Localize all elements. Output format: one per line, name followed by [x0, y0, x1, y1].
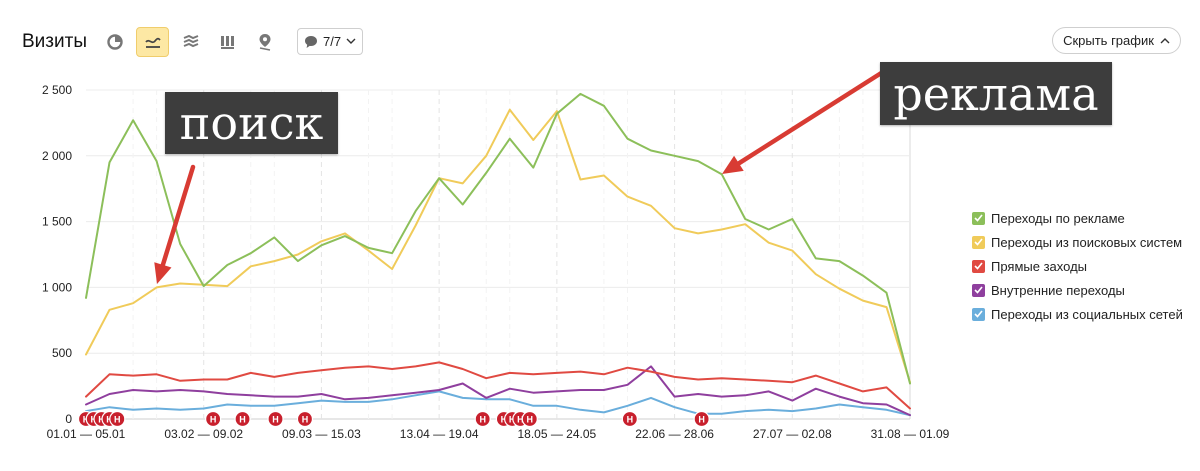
bar-chart-icon — [220, 36, 234, 49]
series-line — [85, 361, 911, 410]
x-tick-label: 09.03 — 15.03 — [282, 427, 361, 441]
note-marker[interactable]: Н — [109, 410, 126, 428]
legend-item-social[interactable]: Переходы из социальных сетей — [972, 302, 1183, 326]
x-tick-label: 22.06 — 28.06 — [635, 427, 714, 441]
series-line — [85, 390, 911, 417]
note-marker[interactable]: Н — [234, 410, 251, 428]
y-tick-label: 0 — [65, 412, 72, 426]
svg-text:Н: Н — [627, 415, 634, 425]
x-tick-label: 01.01 — 05.01 — [47, 427, 126, 441]
series-line — [85, 92, 911, 385]
annotation-search: поиск — [165, 92, 338, 154]
legend-checkbox[interactable] — [972, 235, 985, 249]
annotation-ads: реклама — [880, 62, 1112, 125]
line-chart-button[interactable] — [136, 27, 169, 57]
svg-text:Н: Н — [527, 415, 534, 425]
comment-icon — [305, 35, 317, 48]
x-tick-label: 27.07 — 02.08 — [753, 427, 832, 441]
pie-chart-button[interactable] — [98, 27, 131, 57]
hide-chart-button[interactable]: Скрыть график — [1052, 27, 1181, 54]
page-title: Визиты — [22, 31, 87, 52]
chevron-down-icon — [346, 38, 356, 44]
x-tick-label: 13.04 — 19.04 — [400, 427, 479, 441]
map-button[interactable] — [248, 27, 281, 57]
hide-chart-label: Скрыть график — [1063, 33, 1154, 48]
legend-item-internal[interactable]: Внутренние переходы — [972, 278, 1183, 302]
area-stacked-icon — [183, 35, 198, 48]
legend-item-ads[interactable]: Переходы по рекламе — [972, 206, 1183, 230]
legend-label: Внутренние переходы — [991, 282, 1125, 298]
svg-text:Н: Н — [479, 415, 486, 425]
x-tick-label: 31.08 — 01.09 — [871, 427, 950, 441]
chevron-up-icon — [1160, 38, 1170, 44]
note-marker[interactable]: Н — [205, 410, 222, 428]
y-tick-label: 1 500 — [42, 215, 72, 229]
legend-checkbox[interactable] — [972, 307, 985, 321]
note-marker[interactable]: Н — [693, 410, 710, 428]
bar-chart-button[interactable] — [211, 27, 244, 57]
legend-label: Прямые заходы — [991, 258, 1088, 274]
svg-text:Н: Н — [114, 415, 121, 425]
chart-legend: Переходы по рекламе Переходы из поисковы… — [972, 206, 1183, 326]
stacked-area-button[interactable] — [174, 27, 207, 57]
series-line — [85, 365, 911, 417]
legend-label: Переходы из социальных сетей — [991, 306, 1183, 322]
legend-label: Переходы из поисковых систем — [991, 234, 1183, 250]
notes-count: 7/7 — [323, 34, 342, 49]
legend-checkbox[interactable] — [972, 211, 985, 225]
annotation-arrow-ads — [722, 67, 889, 174]
legend-checkbox[interactable] — [972, 259, 985, 273]
note-marker[interactable]: Н — [296, 410, 314, 428]
note-marker[interactable]: Н — [474, 410, 491, 428]
y-tick-label: 1 000 — [42, 280, 72, 294]
x-tick-label: 03.02 — 09.02 — [164, 427, 243, 441]
svg-text:Н: Н — [509, 415, 516, 425]
svg-text:Н: Н — [698, 415, 705, 425]
line-chart-icon — [144, 37, 161, 48]
pie-chart-icon — [106, 34, 123, 50]
legend-checkbox[interactable] — [972, 283, 985, 297]
notes-dropdown[interactable]: 7/7 — [297, 28, 363, 55]
svg-text:Н: Н — [239, 415, 246, 425]
note-marker[interactable]: Н — [267, 410, 284, 428]
legend-item-direct[interactable]: Прямые заходы — [972, 254, 1183, 278]
y-tick-label: 2 000 — [42, 149, 72, 163]
series-line — [85, 108, 911, 384]
note-marker[interactable]: Н — [621, 410, 638, 428]
y-tick-label: 2 500 — [42, 83, 72, 97]
svg-text:Н: Н — [210, 415, 217, 425]
svg-text:Н: Н — [272, 415, 279, 425]
svg-text:Н: Н — [302, 415, 309, 425]
map-pin-icon — [259, 34, 270, 51]
note-marker[interactable]: Н — [521, 410, 538, 428]
annotation-arrow-search — [154, 164, 196, 284]
svg-text:Н: Н — [517, 415, 524, 425]
y-tick-label: 500 — [52, 346, 72, 360]
x-tick-label: 18.05 — 24.05 — [517, 427, 596, 441]
svg-text:Н: Н — [501, 415, 508, 425]
legend-item-search[interactable]: Переходы из поисковых систем — [972, 230, 1183, 254]
legend-label: Переходы по рекламе — [991, 210, 1125, 226]
